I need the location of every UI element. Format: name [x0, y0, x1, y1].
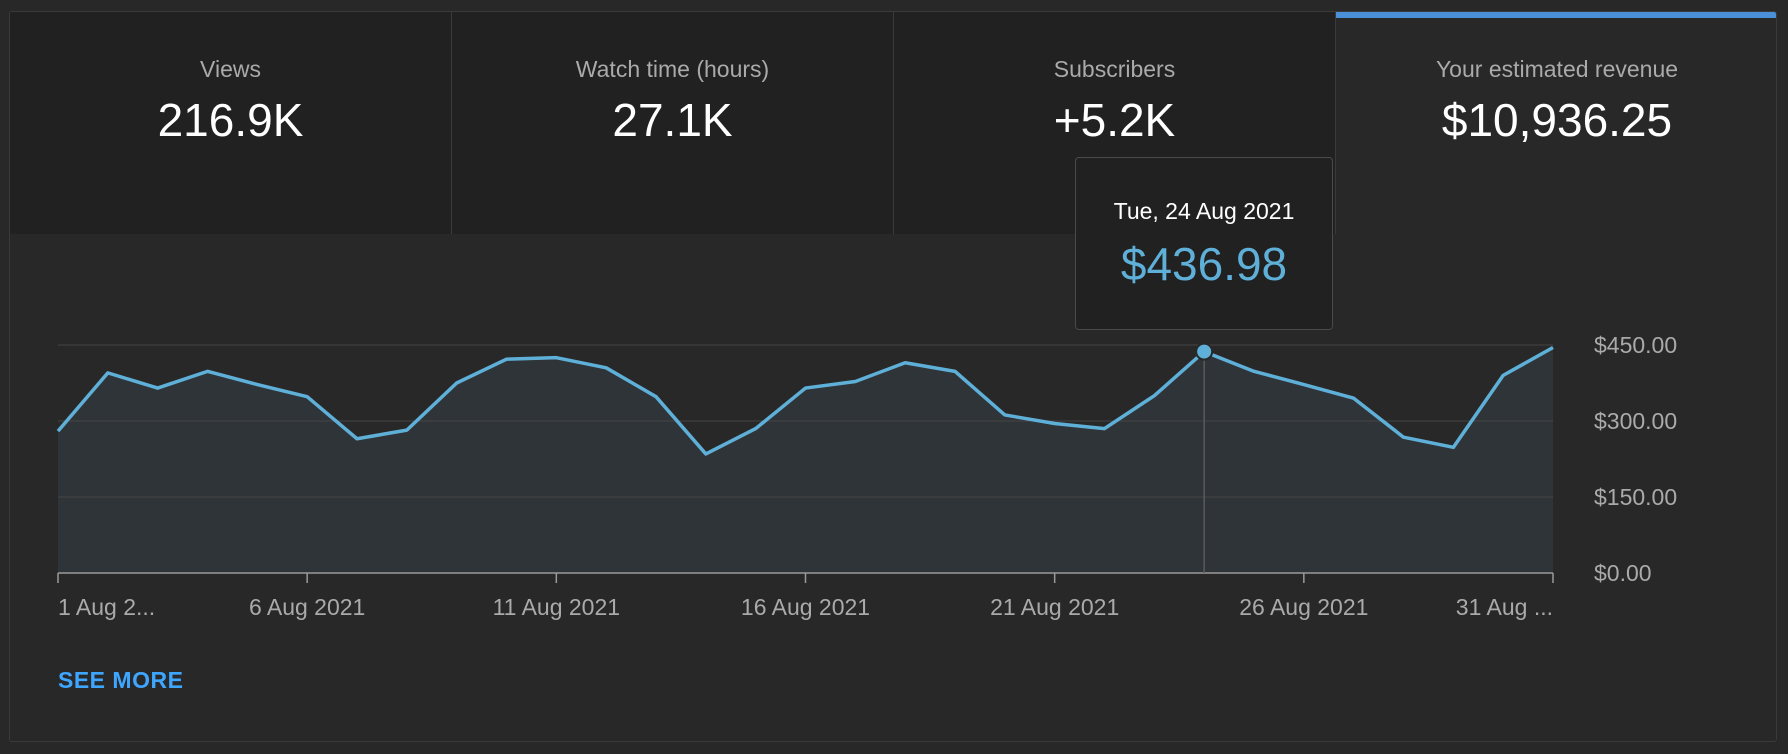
tab-value: 216.9K	[157, 94, 304, 146]
y-tick-label: $0.00	[1594, 560, 1652, 586]
tooltip-value: $436.98	[1120, 238, 1288, 290]
x-tick-label: 31 Aug ...	[1456, 594, 1553, 620]
tab-views[interactable]: Views 216.9K	[10, 12, 452, 234]
chart-tooltip: Tue, 24 Aug 2021 $436.98	[1075, 157, 1333, 330]
x-tick-label: 6 Aug 2021	[249, 594, 365, 620]
y-tick-label: $150.00	[1594, 484, 1677, 510]
analytics-card: Views 216.9K Watch time (hours) 27.1K Su…	[9, 11, 1777, 742]
see-more-link[interactable]: SEE MORE	[58, 667, 184, 693]
x-tick-label: 16 Aug 2021	[741, 594, 870, 620]
tab-label: Watch time (hours)	[575, 56, 770, 82]
tab-label: Views	[200, 56, 261, 82]
y-tick-label: $450.00	[1594, 332, 1677, 358]
x-tick-label: 11 Aug 2021	[493, 594, 620, 620]
highlight-point	[1195, 342, 1214, 361]
y-tick-label: $300.00	[1594, 408, 1677, 434]
x-tick-label: 1 Aug 2...	[58, 594, 155, 620]
tab-label: Your estimated revenue	[1435, 56, 1679, 82]
revenue-line	[56, 346, 1554, 456]
x-tick-label: 21 Aug 2021	[990, 594, 1119, 620]
tab-value: $10,936.25	[1441, 94, 1673, 146]
metric-tabs: Views 216.9K Watch time (hours) 27.1K Su…	[10, 12, 1776, 234]
tooltip-date: Tue, 24 Aug 2021	[1113, 198, 1295, 224]
tab-value: +5.2K	[1053, 94, 1176, 146]
tab-value: 27.1K	[612, 94, 733, 146]
x-tick-label: 26 Aug 2021	[1239, 594, 1368, 620]
tab-estimated-revenue[interactable]: Your estimated revenue $10,936.25	[1336, 12, 1776, 234]
area-fill	[58, 347, 1553, 573]
tab-label: Subscribers	[1053, 56, 1176, 82]
tab-watch-time[interactable]: Watch time (hours) 27.1K	[452, 12, 894, 234]
